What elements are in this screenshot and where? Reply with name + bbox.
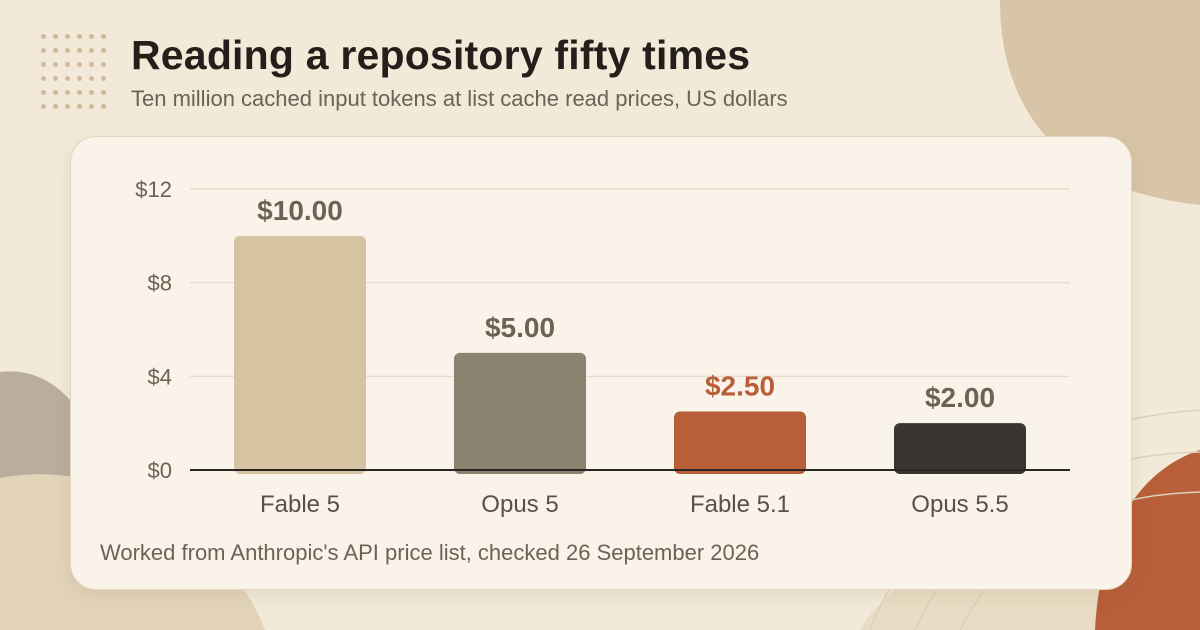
dot <box>101 76 106 81</box>
bar <box>674 411 806 474</box>
page-subtitle: Ten million cached input tokens at list … <box>131 86 788 111</box>
dot-grid-decoration <box>38 32 110 112</box>
dot <box>101 90 106 95</box>
top-right-blob <box>1000 0 1200 205</box>
dot <box>89 104 94 109</box>
dot <box>41 104 46 109</box>
dot <box>89 76 94 81</box>
dot <box>89 34 94 39</box>
page-title: Reading a repository fifty times <box>131 32 751 78</box>
dot <box>53 62 58 67</box>
footnote: Worked from Anthropic's API price list, … <box>100 540 760 565</box>
bar-value-label: $2.50 <box>705 370 775 401</box>
x-tick-label: Fable 5.1 <box>690 491 790 518</box>
x-tick-label: Fable 5 <box>260 491 340 518</box>
dot <box>101 104 106 109</box>
bar <box>454 352 586 474</box>
dot <box>89 90 94 95</box>
y-tick-label: $8 <box>148 271 172 296</box>
dot <box>53 90 58 95</box>
dot <box>77 62 82 67</box>
x-tick-label: Opus 5.5 <box>911 491 1008 518</box>
y-tick-label: $4 <box>148 364 172 389</box>
dot <box>41 62 46 67</box>
dot <box>101 34 106 39</box>
dot <box>53 76 58 81</box>
dot <box>65 104 70 109</box>
dot <box>101 62 106 67</box>
dot <box>77 76 82 81</box>
dot <box>65 76 70 81</box>
dot <box>41 76 46 81</box>
dot <box>77 104 82 109</box>
dot <box>77 34 82 39</box>
bar-value-label: $10.00 <box>257 195 343 226</box>
dot <box>77 48 82 53</box>
bar-value-label: $2.00 <box>925 382 995 413</box>
dot <box>53 48 58 53</box>
x-tick-label: Opus 5 <box>481 491 558 518</box>
dot <box>65 34 70 39</box>
dot <box>65 48 70 53</box>
dot <box>41 48 46 53</box>
dot <box>41 90 46 95</box>
dot <box>89 48 94 53</box>
dot <box>41 34 46 39</box>
dot <box>77 90 82 95</box>
dot <box>65 90 70 95</box>
bar <box>894 423 1026 474</box>
y-tick-label: $0 <box>148 458 172 483</box>
dot <box>53 104 58 109</box>
dot <box>101 48 106 53</box>
bar <box>234 235 366 474</box>
dot <box>53 34 58 39</box>
dot <box>89 62 94 67</box>
y-tick-label: $12 <box>135 177 172 202</box>
bar-value-label: $5.00 <box>485 312 555 343</box>
dot <box>65 62 70 67</box>
